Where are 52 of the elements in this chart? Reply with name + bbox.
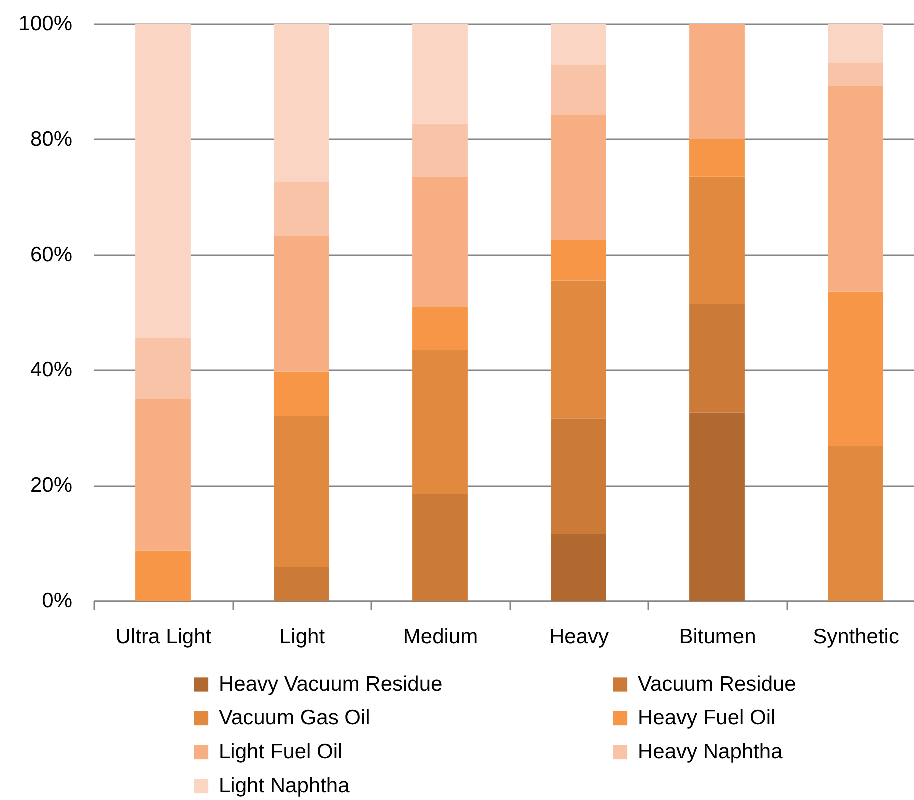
bar [274,24,330,182]
bar [551,64,606,115]
y-tick-label: 40% [30,358,72,382]
bar [828,86,884,292]
bar [690,412,745,601]
bar [690,176,745,304]
bar [274,372,330,416]
legend-label: Light Fuel Oil [219,740,343,764]
bar [274,416,330,568]
bar [551,418,606,534]
bar [136,24,191,338]
bar [690,138,745,177]
bar [412,307,468,350]
x-tick-label: Light [279,626,326,648]
x-tick-label: Ultra Light [116,626,212,648]
legend-label: Heavy Fuel Oil [638,706,776,730]
bar [274,182,330,236]
bar [551,280,606,419]
x-tick-label: Medium [403,626,478,648]
bar [412,24,468,124]
x-tick-label: Synthetic [813,626,900,648]
bar [690,304,745,413]
legend-label: Vacuum Gas Oil [219,706,370,730]
bar [690,24,745,139]
y-tick-label: 100% [18,12,72,36]
bar [412,350,468,494]
bar [828,292,884,446]
bar [828,446,884,601]
y-tick-label: 80% [30,128,72,151]
y-tick-label: 60% [30,243,72,266]
bar [828,62,884,86]
legend-label: Heavy Vacuum Residue [219,672,443,696]
x-tick-label: Bitumen [679,626,756,648]
bar [274,236,330,372]
bar [136,550,191,601]
legend-label: Vacuum Residue [638,672,796,696]
bar [136,399,191,551]
bar [412,124,468,178]
bar [551,24,606,65]
bar [551,534,606,601]
legend-label: Light Naphtha [219,774,350,798]
y-tick-label: 0% [42,590,72,612]
y-tick-label: 20% [30,474,72,498]
bar [412,494,468,601]
bar [828,24,884,63]
bar [551,240,606,281]
bar [412,177,468,308]
bar [274,568,330,601]
bar [136,338,191,400]
x-tick-label: Heavy [549,626,610,648]
bar [551,114,606,240]
legend-label: Heavy Naphtha [638,740,784,764]
